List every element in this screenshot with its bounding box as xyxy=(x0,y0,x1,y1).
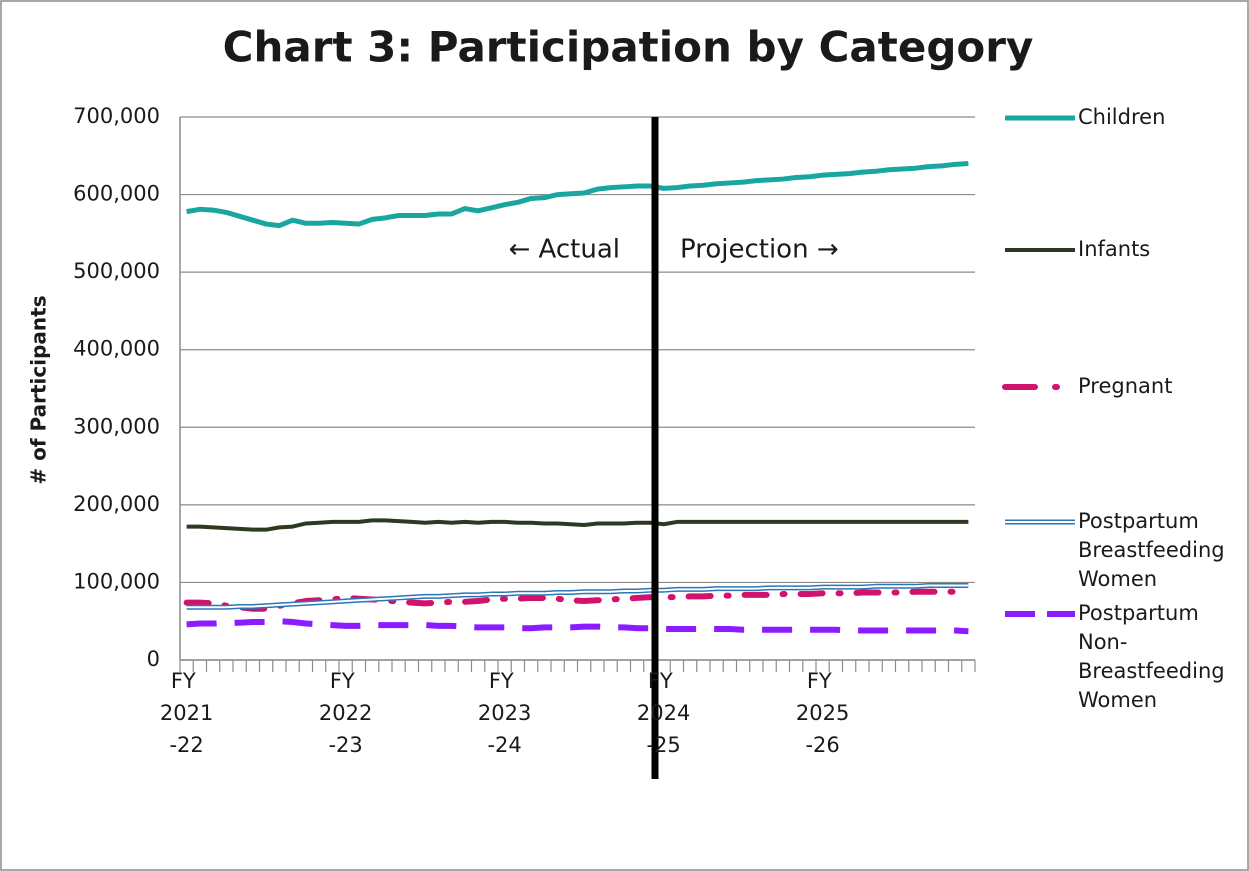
plot xyxy=(183,161,972,635)
series-line xyxy=(186,161,969,229)
x-tick-label: FY 2022 -23 xyxy=(319,669,372,757)
y-axis-label: # of Participants xyxy=(27,295,51,484)
y-tick-label: 100,000 xyxy=(73,569,160,593)
annotation: Projection → xyxy=(680,235,839,265)
x-tick-label: FY 2024 -25 xyxy=(637,669,690,757)
legend-label: Postpartum Non-Breastfeeding Women xyxy=(1078,601,1225,712)
x-tick-label: FY 2021 -22 xyxy=(160,669,213,757)
series-line xyxy=(186,618,969,635)
annotation: ← Actual xyxy=(508,235,620,265)
legend-label: Children xyxy=(1078,105,1166,129)
y-tick-label: 500,000 xyxy=(73,259,160,283)
y-tick-label: 0 xyxy=(147,647,160,671)
x-tick-label: FY 2025 -26 xyxy=(796,669,849,757)
legend-label: Infants xyxy=(1078,237,1151,261)
legend-label: Pregnant xyxy=(1078,374,1173,398)
grid xyxy=(179,116,976,672)
x-tick-label: FY 2023 -24 xyxy=(478,669,531,757)
series-line xyxy=(186,518,969,532)
y-tick-label: 300,000 xyxy=(73,414,160,438)
y-tick-label: 700,000 xyxy=(73,104,160,128)
y-tick-label: 400,000 xyxy=(73,337,160,361)
y-tick-label: 200,000 xyxy=(73,492,160,516)
series-line-inner xyxy=(186,584,969,609)
y-tick-label: 600,000 xyxy=(73,182,160,206)
chart-title: Chart 3: Participation by Category xyxy=(223,23,1034,72)
legend-label: Postpartum Breastfeeding Women xyxy=(1078,509,1225,591)
